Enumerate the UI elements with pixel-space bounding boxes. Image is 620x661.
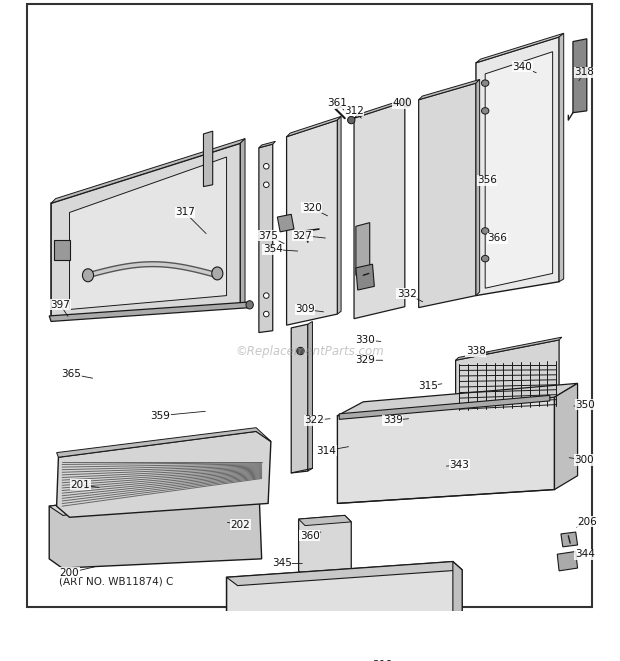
- Polygon shape: [356, 264, 374, 290]
- Polygon shape: [203, 131, 213, 186]
- Text: 359: 359: [150, 410, 170, 420]
- Polygon shape: [56, 428, 271, 457]
- Polygon shape: [49, 481, 259, 516]
- Text: 338: 338: [466, 346, 486, 356]
- Polygon shape: [339, 395, 550, 419]
- Text: 315: 315: [418, 381, 438, 391]
- Polygon shape: [56, 432, 271, 518]
- Text: 354: 354: [263, 245, 283, 254]
- Ellipse shape: [82, 269, 94, 282]
- Text: 375: 375: [258, 231, 278, 241]
- Text: 201: 201: [71, 480, 91, 490]
- Polygon shape: [476, 33, 564, 63]
- Text: 400: 400: [392, 98, 412, 108]
- Circle shape: [297, 347, 304, 355]
- Circle shape: [264, 311, 269, 317]
- Text: 344: 344: [575, 549, 595, 559]
- Text: 312: 312: [344, 106, 364, 116]
- Polygon shape: [277, 214, 294, 232]
- Text: 361: 361: [327, 98, 347, 108]
- Text: 314: 314: [316, 446, 336, 456]
- Ellipse shape: [212, 267, 223, 280]
- Polygon shape: [69, 157, 226, 309]
- Polygon shape: [476, 37, 559, 295]
- Text: 339: 339: [383, 415, 403, 425]
- Polygon shape: [299, 516, 352, 578]
- Text: 327: 327: [293, 231, 312, 241]
- Polygon shape: [49, 481, 262, 568]
- Text: 366: 366: [487, 233, 507, 243]
- Polygon shape: [299, 516, 352, 525]
- Text: 300: 300: [574, 455, 594, 465]
- Polygon shape: [354, 102, 405, 319]
- Ellipse shape: [246, 301, 254, 309]
- Text: 200: 200: [60, 568, 79, 578]
- Polygon shape: [437, 83, 471, 303]
- Text: 320: 320: [302, 203, 321, 213]
- Polygon shape: [337, 397, 554, 504]
- Polygon shape: [49, 302, 250, 321]
- Text: 340: 340: [512, 61, 532, 71]
- Polygon shape: [308, 321, 312, 471]
- Polygon shape: [418, 83, 476, 307]
- Text: 330: 330: [355, 335, 375, 345]
- Bar: [54, 240, 71, 260]
- Ellipse shape: [482, 108, 489, 114]
- Text: ©ReplacementParts.com: ©ReplacementParts.com: [236, 344, 384, 358]
- Polygon shape: [456, 340, 559, 414]
- Polygon shape: [291, 325, 308, 473]
- Text: 317: 317: [175, 208, 195, 217]
- Text: 202: 202: [231, 520, 250, 529]
- Text: 356: 356: [477, 175, 497, 185]
- Polygon shape: [453, 562, 462, 646]
- Text: 332: 332: [397, 289, 417, 299]
- Ellipse shape: [482, 227, 489, 234]
- Polygon shape: [356, 223, 370, 275]
- Text: (ART NO. WB11874) C: (ART NO. WB11874) C: [58, 577, 173, 587]
- Text: 306: 306: [372, 660, 392, 661]
- Polygon shape: [573, 39, 587, 112]
- Ellipse shape: [482, 255, 489, 262]
- Polygon shape: [337, 383, 578, 416]
- Polygon shape: [354, 98, 409, 118]
- Text: 365: 365: [61, 369, 81, 379]
- Text: 350: 350: [575, 400, 595, 410]
- Text: 329: 329: [355, 355, 375, 366]
- Polygon shape: [559, 33, 564, 282]
- Polygon shape: [259, 141, 275, 148]
- Text: 343: 343: [450, 459, 469, 469]
- Text: 397: 397: [50, 300, 70, 310]
- Polygon shape: [226, 562, 462, 646]
- Text: 345: 345: [272, 559, 292, 568]
- Polygon shape: [557, 551, 578, 571]
- Polygon shape: [418, 79, 480, 100]
- Polygon shape: [51, 143, 241, 319]
- Text: 360: 360: [300, 531, 319, 541]
- Circle shape: [403, 100, 410, 107]
- Text: 318: 318: [574, 67, 594, 77]
- Polygon shape: [286, 120, 337, 325]
- Text: 206: 206: [577, 517, 596, 527]
- Text: 309: 309: [295, 305, 315, 315]
- Polygon shape: [241, 139, 245, 305]
- Polygon shape: [226, 562, 462, 586]
- Polygon shape: [286, 116, 341, 137]
- Polygon shape: [476, 79, 480, 295]
- Polygon shape: [51, 139, 245, 203]
- Text: 322: 322: [304, 415, 324, 425]
- Polygon shape: [337, 116, 341, 314]
- Polygon shape: [456, 337, 562, 360]
- Circle shape: [264, 163, 269, 169]
- Polygon shape: [485, 52, 552, 288]
- Circle shape: [348, 116, 355, 124]
- Ellipse shape: [482, 80, 489, 87]
- Circle shape: [264, 182, 269, 188]
- Polygon shape: [561, 532, 578, 547]
- Polygon shape: [259, 144, 273, 332]
- Polygon shape: [554, 383, 578, 490]
- Circle shape: [264, 293, 269, 298]
